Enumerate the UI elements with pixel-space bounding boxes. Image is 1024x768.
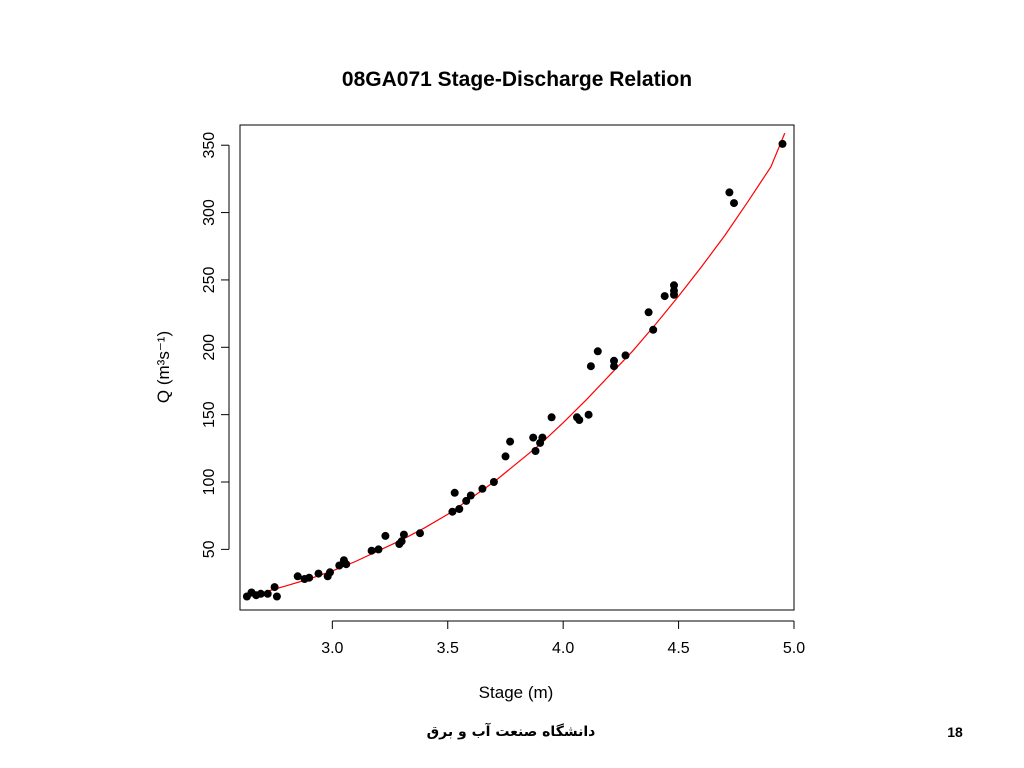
data-point <box>399 530 408 539</box>
data-point <box>256 589 265 598</box>
data-point <box>450 488 459 497</box>
data-point <box>725 188 734 197</box>
data-point <box>326 568 334 577</box>
chart-title: 08GA071 Stage-Discharge Relation <box>342 68 692 91</box>
data-point <box>272 592 281 601</box>
data-point <box>584 410 593 419</box>
data-point <box>730 199 738 208</box>
data-point <box>462 496 471 505</box>
data-point <box>529 433 538 442</box>
data-point <box>575 416 584 424</box>
x-axis: 3.0 3.5 4.0 4.5 5.0 <box>321 620 805 657</box>
data-point <box>586 362 595 371</box>
fit-curve <box>244 132 786 599</box>
data-point <box>778 139 787 148</box>
data-points-layer <box>242 139 787 601</box>
data-point <box>263 589 272 598</box>
data-point <box>293 572 302 581</box>
y-tick-label: 350 <box>201 132 218 159</box>
x-tick-label: 5.0 <box>783 640 805 657</box>
y-tick-label: 250 <box>201 266 218 293</box>
data-point <box>538 433 547 442</box>
data-point <box>342 560 351 569</box>
plot-frame <box>239 124 795 611</box>
data-point <box>381 531 390 540</box>
x-tick-label: 3.0 <box>321 640 343 657</box>
data-point <box>397 537 406 546</box>
data-point <box>448 507 457 516</box>
data-point <box>610 362 618 371</box>
data-point <box>270 583 279 592</box>
data-point <box>501 452 510 461</box>
y-tick-label: 200 <box>201 334 218 361</box>
data-point <box>478 484 487 493</box>
data-point <box>660 292 669 301</box>
footer-university-name: دانشگاه صنعت آب و برق <box>426 724 596 740</box>
data-point <box>547 413 556 422</box>
data-point <box>670 290 678 299</box>
x-tick-label: 4.5 <box>667 640 689 657</box>
y-tick-label: 150 <box>201 401 218 428</box>
data-point <box>644 308 653 317</box>
data-point <box>305 573 314 582</box>
data-point <box>367 546 376 555</box>
data-point <box>649 325 658 334</box>
y-tick-label: 50 <box>201 540 218 558</box>
x-tick-label: 3.5 <box>437 640 459 657</box>
y-axis: 50 100 150 200 250 300 350 <box>201 132 230 558</box>
fit-curve-layer <box>244 132 786 599</box>
y-tick-label: 300 <box>201 199 218 226</box>
data-point <box>314 569 323 578</box>
y-tick-label: 100 <box>201 469 218 496</box>
data-point <box>621 351 630 360</box>
data-point <box>455 505 464 513</box>
y-axis-label: Q (m³s⁻¹) <box>154 331 173 403</box>
data-point <box>466 491 475 500</box>
data-point <box>416 529 424 538</box>
data-point <box>593 347 602 356</box>
data-point <box>489 478 498 486</box>
data-point <box>531 447 540 455</box>
x-tick-label: 4.0 <box>552 640 574 657</box>
data-point <box>506 437 515 446</box>
data-point <box>374 545 383 554</box>
data-point <box>335 561 344 570</box>
page-number: 18 <box>947 724 963 740</box>
x-axis-label: Stage (m) <box>479 683 554 702</box>
